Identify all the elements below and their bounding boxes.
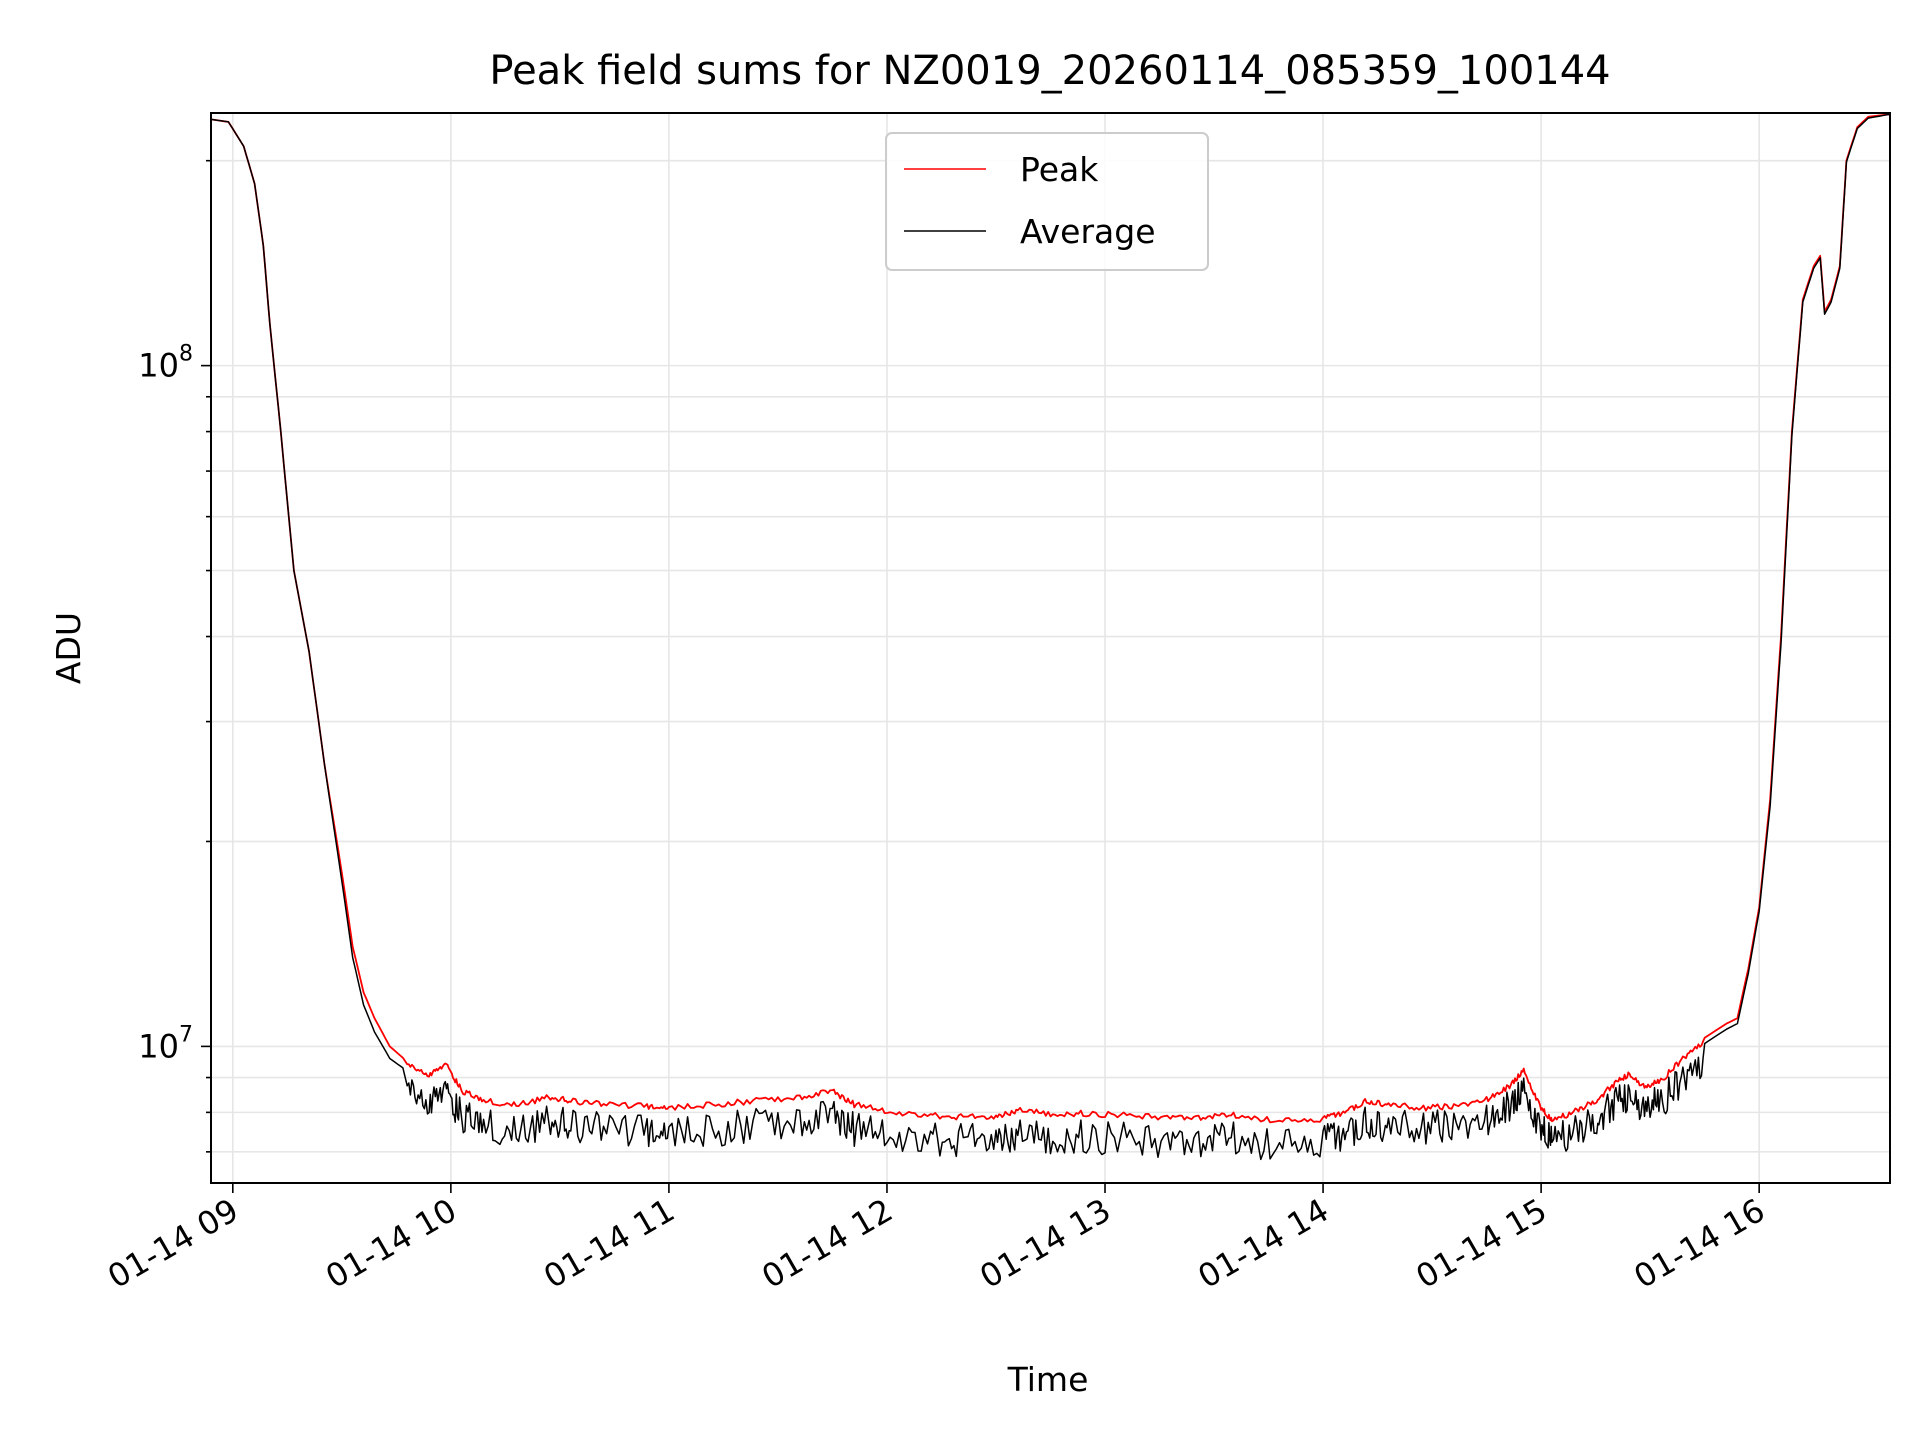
- grid-layer: [211, 113, 1890, 1183]
- y-tick-label-exponent: 8: [179, 342, 193, 367]
- legend-box: [885, 132, 1209, 271]
- y-tick-label-base: 10: [138, 1027, 179, 1065]
- series-line-peak: [210, 113, 1891, 1124]
- y-tick-label-exponent: 7: [179, 1022, 193, 1047]
- y-tick-label: 108: [138, 342, 193, 385]
- y-tick-label-base: 10: [138, 347, 179, 385]
- legend-label-peak: Peak: [1020, 150, 1099, 189]
- legend-label-average: Average: [1020, 212, 1156, 251]
- legend: Peak Average: [885, 132, 1209, 271]
- y-tick-label: 107: [138, 1022, 193, 1065]
- plot-frame: [210, 112, 1891, 1184]
- y-axis-title: ADU: [49, 612, 88, 684]
- plot-area: [211, 113, 1890, 1183]
- series-line-average: [210, 113, 1891, 1161]
- series-layer: [210, 113, 1891, 1161]
- chart-title: Peak field sums for NZ0019_20260114_0853…: [489, 48, 1610, 94]
- x-axis-title: Time: [1007, 1360, 1089, 1399]
